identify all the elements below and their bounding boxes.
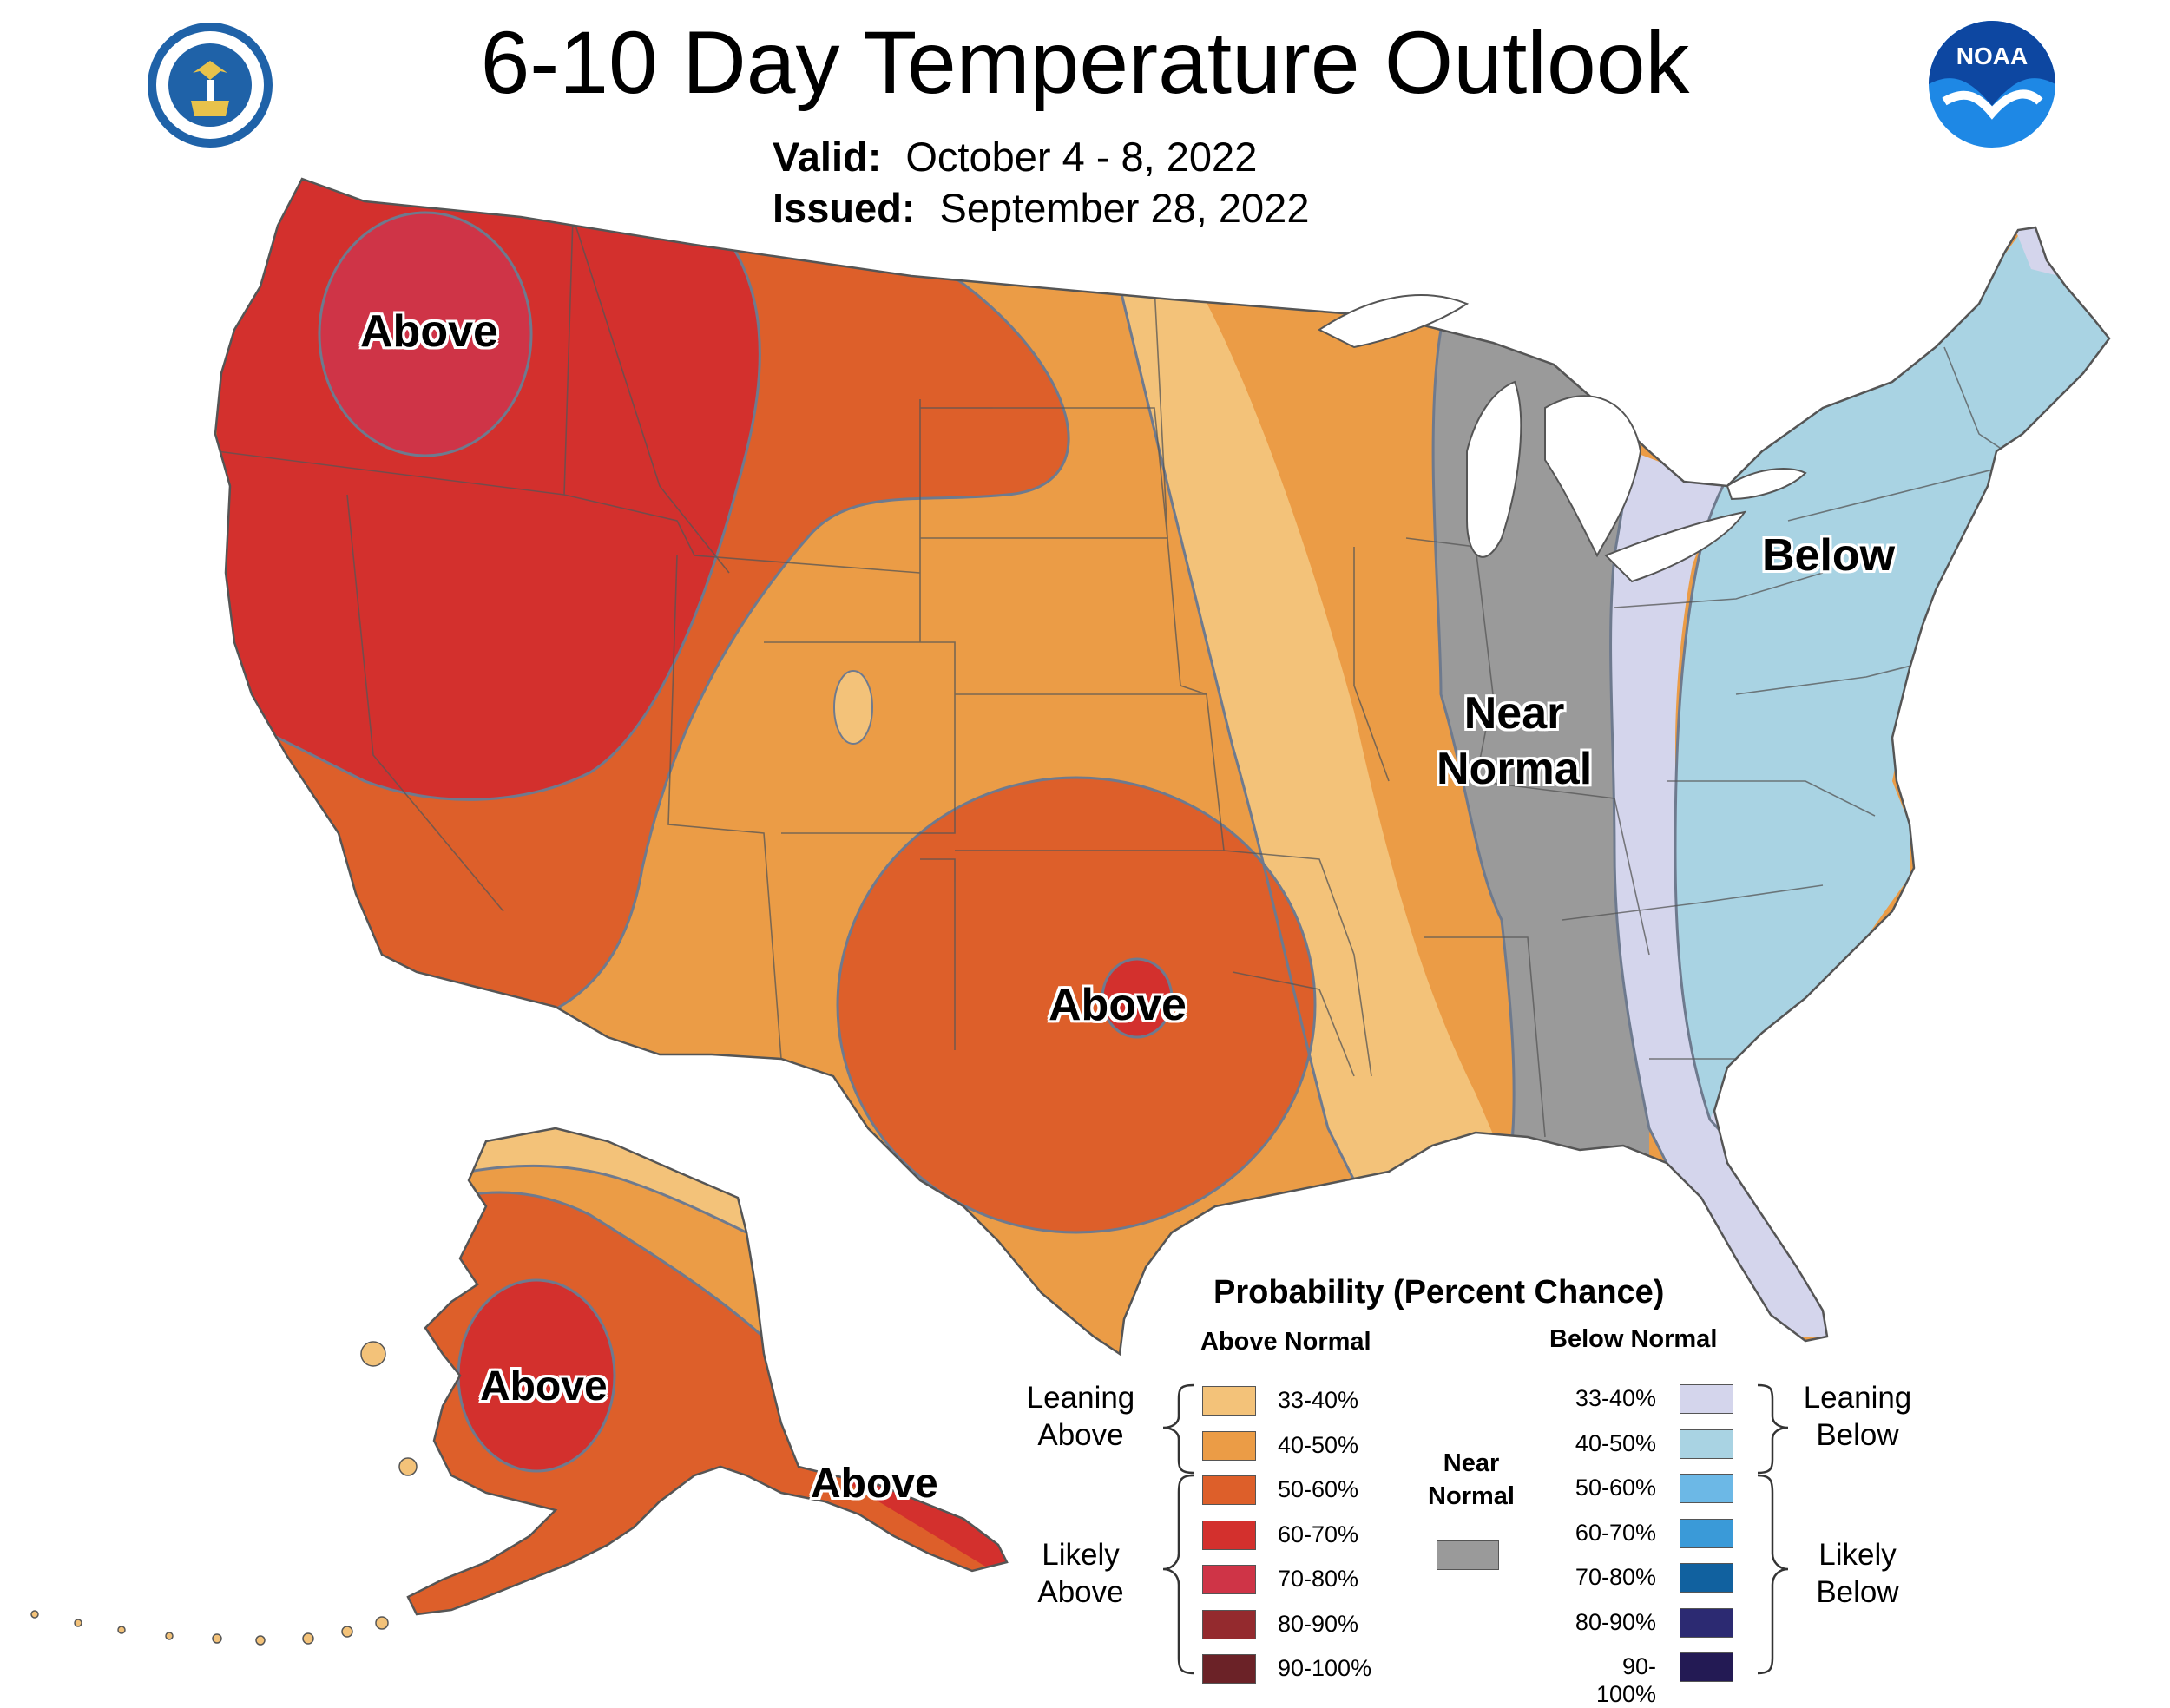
- label-below: Below: [1762, 530, 1896, 581]
- label-above-northwest: Above: [360, 306, 498, 357]
- legend-swatch-below-2: [1680, 1474, 1733, 1503]
- legend-swatch-above-4: [1202, 1565, 1256, 1594]
- aleutian-islands: [30, 1341, 418, 1646]
- noaa-logo-icon: NOAA: [1929, 21, 2055, 148]
- legend-label-above-1: 40-50%: [1278, 1431, 1359, 1458]
- label-above-alaska: Above: [480, 1363, 608, 1409]
- label-above-ak-panhandle: Above: [811, 1461, 938, 1507]
- legend-near-heading-line1: Near: [1443, 1449, 1500, 1477]
- legend-swatch-below-0: [1680, 1384, 1733, 1414]
- page-title: 6-10 Day Temperature Outlook: [480, 13, 1690, 112]
- legend-swatch-below-1: [1680, 1429, 1733, 1459]
- legend-label-above-2: 50-60%: [1278, 1476, 1359, 1502]
- legend-likely-below-line2: Below: [1816, 1575, 1899, 1609]
- issued-line: Issued: September 28, 2022: [773, 184, 1309, 233]
- valid-value: October 4 - 8, 2022: [905, 134, 1258, 180]
- legend-near-normal-heading: Near Normal: [1415, 1447, 1528, 1513]
- legend-title: Probability (Percent Chance): [1213, 1274, 1665, 1311]
- legend-above-heading: Above Normal: [1200, 1328, 1371, 1356]
- legend-label-below-1: 40-50%: [1575, 1429, 1656, 1456]
- legend-swatch-above-2: [1202, 1475, 1256, 1505]
- legend-swatch-above-5: [1202, 1609, 1256, 1639]
- label-near-normal: Near Normal: [1437, 686, 1592, 797]
- label-above-southern-plains: Above: [1049, 980, 1187, 1030]
- label-near-normal-line2: Normal: [1437, 744, 1593, 794]
- legend-likely-below: Likely Below: [1784, 1536, 1931, 1611]
- valid-label: Valid:: [773, 134, 882, 180]
- issued-value: September 28, 2022: [939, 185, 1310, 231]
- legend-leaning-above-line2: Above: [1037, 1418, 1124, 1452]
- legend-leaning-above-line1: Leaning: [1026, 1381, 1135, 1415]
- legend-label-below-5: 80-90%: [1575, 1608, 1656, 1635]
- noaa-logo: NOAA: [1927, 19, 2057, 149]
- legend-swatch-above-3: [1202, 1520, 1256, 1550]
- legend-label-below-4: 70-80%: [1575, 1564, 1656, 1590]
- great-lakes: [1318, 294, 1807, 583]
- legend-swatch-near-normal: [1437, 1540, 1499, 1570]
- legend-label-below-3: 60-70%: [1575, 1519, 1656, 1546]
- legend-leaning-below-line1: Leaning: [1803, 1381, 1912, 1415]
- legend-label-above-4: 70-80%: [1278, 1566, 1359, 1592]
- legend-swatch-below-3: [1680, 1518, 1733, 1548]
- legend-swatch-above-0: [1202, 1386, 1256, 1416]
- legend-likely-above-line1: Likely: [1042, 1538, 1120, 1572]
- issued-label: Issued:: [773, 185, 916, 231]
- legend-swatch-above-6: [1202, 1654, 1256, 1684]
- legend-near-heading-line2: Normal: [1428, 1482, 1515, 1510]
- legend-swatch-below-4: [1680, 1563, 1733, 1593]
- legend-swatch-above-1: [1202, 1430, 1256, 1461]
- legend-label-above-3: 60-70%: [1278, 1521, 1359, 1547]
- legend-likely-above-line2: Above: [1037, 1575, 1124, 1609]
- legend-leaning-above: Leaning Above: [1007, 1379, 1154, 1454]
- label-near-normal-line1: Near: [1463, 688, 1565, 739]
- legend-leaning-below-line2: Below: [1816, 1418, 1899, 1452]
- legend-label-above-0: 33-40%: [1278, 1387, 1359, 1413]
- legend-label-above-5: 80-90%: [1278, 1610, 1359, 1637]
- legend-likely-above: Likely Above: [1007, 1536, 1154, 1611]
- legend-label-below-0: 33-40%: [1575, 1385, 1656, 1411]
- legend-likely-below-line1: Likely: [1818, 1538, 1897, 1572]
- legend-swatch-below-6: [1680, 1652, 1733, 1682]
- valid-line: Valid: October 4 - 8, 2022: [773, 133, 1257, 181]
- legend-label-above-6: 90-100%: [1278, 1655, 1372, 1681]
- noaa-logo-text: NOAA: [1956, 43, 2028, 69]
- legend-label-below-2: 50-60%: [1575, 1475, 1656, 1501]
- legend-label-below-6: 90-100%: [1595, 1653, 1656, 1707]
- legend-swatch-below-5: [1680, 1607, 1733, 1638]
- commerce-seal-logo: [146, 21, 274, 149]
- department-of-commerce-seal-icon: [148, 23, 273, 148]
- legend-below-heading: Below Normal: [1549, 1325, 1718, 1353]
- legend-leaning-below: Leaning Below: [1784, 1379, 1931, 1454]
